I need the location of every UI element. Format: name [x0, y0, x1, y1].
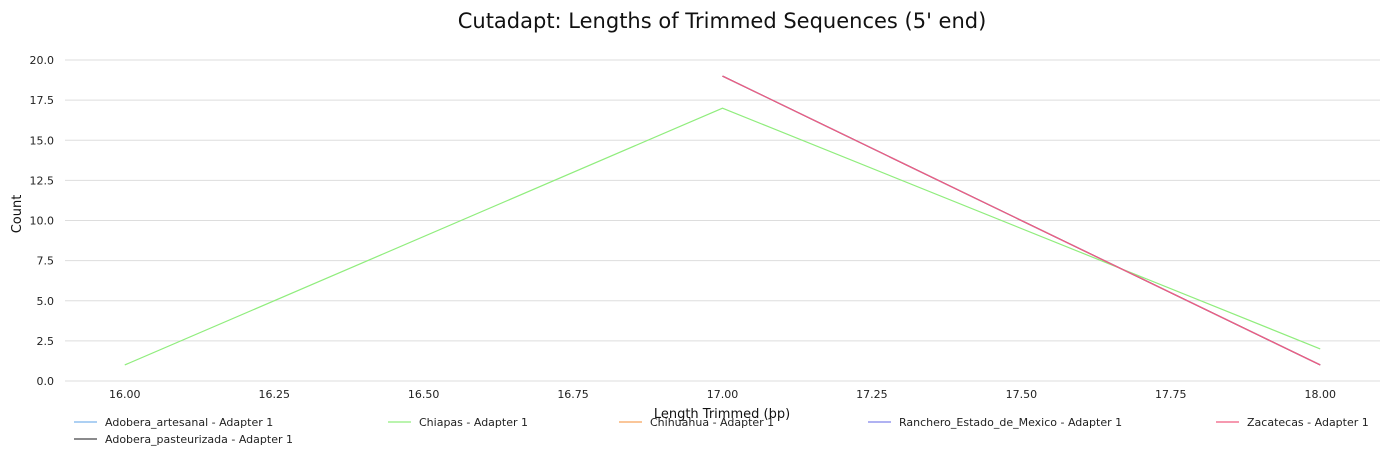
x-tick-label: 16.75 [557, 388, 589, 401]
legend-label: Chiapas - Adapter 1 [419, 416, 528, 429]
legend-item: Adobera_artesanal - Adapter 1 [74, 416, 273, 429]
x-tick-label: 17.25 [856, 388, 888, 401]
x-tick-label: 16.50 [408, 388, 440, 401]
y-tick-labels: 0.0 2.5 5.0 7.5 10.0 12.5 15.0 17.5 20.0 [30, 54, 55, 388]
x-tick-labels: 16.00 16.25 16.50 16.75 17.00 17.25 17.50 17.75… [109, 388, 1336, 401]
chart-title: Cutadapt: Lengths of Trimmed Sequences (… [458, 9, 987, 33]
series-layer [124, 75, 1321, 366]
legend-item: Chihuahua - Adapter 1 [619, 416, 774, 429]
y-tick-label: 15.0 [30, 134, 55, 147]
x-tick-label: 17.50 [1006, 388, 1038, 401]
legend-label: Ranchero_Estado_de_Mexico - Adapter 1 [899, 416, 1122, 429]
legend: Adobera_artesanal - Adapter 1 Adobera_pas… [74, 416, 1369, 446]
y-tick-label: 7.5 [37, 255, 55, 268]
y-tick-label: 20.0 [30, 54, 55, 67]
legend-label: Zacatecas - Adapter 1 [1247, 416, 1369, 429]
legend-item: Ranchero_Estado_de_Mexico - Adapter 1 [868, 416, 1122, 429]
y-axis-label: Count [10, 195, 25, 234]
x-tick-label: 16.25 [258, 388, 290, 401]
x-tick-label: 16.00 [109, 388, 141, 401]
y-tick-label: 5.0 [37, 295, 55, 308]
x-tick-label: 17.75 [1155, 388, 1187, 401]
series-line-chiapas-adapter-1 [124, 107, 1321, 366]
x-tick-label: 17.00 [707, 388, 739, 401]
x-axis-label: Length Trimmed (bp) [654, 407, 790, 422]
legend-label: Adobera_pasteurizada - Adapter 1 [105, 433, 293, 446]
legend-item: Adobera_pasteurizada - Adapter 1 [74, 433, 293, 446]
x-tick-label: 18.00 [1304, 388, 1336, 401]
legend-item: Chiapas - Adapter 1 [388, 416, 528, 429]
grid-layer [65, 59, 1380, 382]
legend-label: Chihuahua - Adapter 1 [650, 416, 774, 429]
y-tick-label: 0.0 [37, 375, 55, 388]
y-tick-label: 10.0 [30, 215, 55, 228]
y-tick-label: 17.5 [30, 94, 55, 107]
legend-label: Adobera_artesanal - Adapter 1 [105, 416, 273, 429]
y-tick-label: 2.5 [37, 335, 55, 348]
series-line-zacatecas-adapter-1 [722, 75, 1321, 366]
legend-item: Zacatecas - Adapter 1 [1216, 416, 1369, 429]
y-tick-label: 12.5 [30, 174, 55, 187]
